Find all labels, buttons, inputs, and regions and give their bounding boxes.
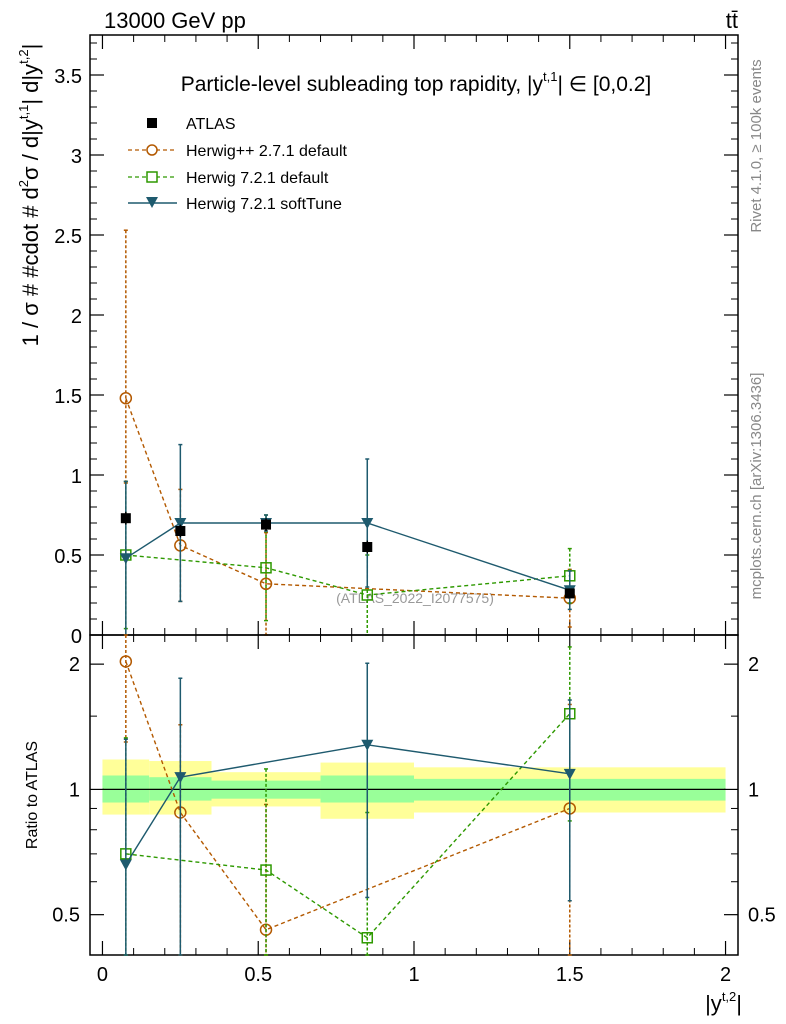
main-title-prefix: Particle-level subleading top rapidity, … [181,73,544,96]
main-point-herwig-2-7-1-default [259,577,273,591]
ylabel-sup-1: 2 [16,180,31,187]
main-y-tick-label: 0.5 [54,546,82,568]
ratio-x-tick-label: 1 [408,964,419,986]
ylabel-sup-3: t,2 [16,49,31,63]
ratio-x-tick-label: 1.5 [556,964,584,986]
ratio-point-herwig-7-2-1-softtune [361,739,374,751]
main-point-herwig-7-2-1-default [260,562,272,574]
rivet-version-label: Rivet 4.1.0, ≥ 100k events [748,59,765,232]
legend-marker-softtune [146,197,158,208]
ratio-panel: 0.5 0.5 1 1 2 2 0 0.5 1 1.5 2 Ratio to ATLAS |yt,2… [24,634,776,1016]
main-point-atlas [120,513,131,524]
legend-marker-atlas [147,118,157,128]
main-panel: 0 0.5 1 1.5 2 2.5 3 3.5 (ATLAS_2022_I2077575) P… [16,34,739,648]
main-y-tick-label: 2.5 [54,226,82,248]
ylabel-part-a: 1 / σ # #cdot # d [18,187,43,346]
ratio-point-herwig-7-2-1-default [361,932,374,944]
ratio-y-tick-label: 2 [69,654,80,676]
main-y-tick-label: 2 [71,306,82,328]
process-label: tt̄ [726,8,738,33]
main-series-layer [119,229,577,636]
ratio-point-herwig-7-2-1-softtune [563,768,576,780]
main-y-tick-label: 1 [71,466,82,488]
legend-label-herwig721: Herwig 7.2.1 default [186,170,329,187]
main-point-herwig-7-2-1-softtune [361,518,374,529]
legend-label-herwigpp: Herwig++ 2.7.1 default [186,143,348,160]
ratio-y-tick-label: 0.5 [52,905,80,927]
main-y-tick-label: 3.5 [54,66,82,88]
legend: ATLAS Herwig++ 2.7.1 default Herwig 7.2.… [128,116,348,213]
ratio-axis-ticks: 0.5 0.5 1 1 2 2 0 0.5 1 1.5 2 [52,635,776,986]
main-point-herwig-7-2-1-softtune [119,553,132,565]
ratio-y-tick-label: 1 [69,779,80,801]
ratio-y-axis-label: Ratio to ATLAS [24,741,41,849]
xlabel-base: |y [705,991,722,1016]
main-point-atlas [175,526,186,536]
ratio-x-tick-label: 2 [720,964,731,986]
ratio-line-herwig-7-2-1-softtune [125,744,570,865]
ratio-x-tick-label: 0 [97,964,108,986]
ylabel-part-d: | [18,44,43,50]
xlabel-sup: t,2 [722,989,736,1004]
main-y-tick-label: 1.5 [54,386,82,408]
energy-label: 13000 GeV pp [104,8,246,33]
main-y-tick-label: 0 [71,626,82,648]
main-title-suffix: | ∈ [0,0.2] [557,73,651,96]
ratio-point-herwig-7-2-1-softtune [119,859,132,871]
ylabel-sup-2: t,1 [16,105,31,119]
main-title-sup: t,1 [543,69,557,84]
ratio-point-herwig-2-7-1-default [119,655,133,668]
main-watermark: (ATLAS_2022_I2077575) [336,590,494,606]
main-axis-ticks: 0 0.5 1 1.5 2 2.5 3 3.5 [54,35,738,648]
main-line-herwig-2-7-1-default [125,397,570,599]
main-point-atlas [362,542,373,552]
ratio-x-tick-label: 0.5 [244,964,272,986]
legend-marker-herwigpp [146,144,158,156]
ratio-line-herwig-7-2-1-default [125,713,571,939]
ratio-y-tick-label-right: 0.5 [748,905,776,927]
ratio-uncertainty-bands [102,759,726,819]
ratio-y-tick-label-right: 2 [748,654,759,676]
ylabel-part-b: σ / d|y [18,119,43,180]
main-y-tick-label: 3 [71,146,82,168]
legend-marker-herwig721 [146,171,158,183]
main-line-herwig-7-2-1-softtune [125,522,570,591]
legend-label-softtune: Herwig 7.2.1 softTune [186,196,342,213]
ratio-y-tick-label-right: 1 [748,779,759,801]
ratio-x-axis-label: |yt,2| [705,989,742,1016]
main-point-atlas [564,588,575,599]
ratio-series-layer [119,634,577,956]
ratio-point-herwig-7-2-1-default [260,864,272,876]
ratio-point-herwig-7-2-1-softtune [174,772,187,784]
main-line-herwig-7-2-1-default [125,554,570,596]
main-y-axis-label: 1 / σ # #cdot # d2σ / d|yt,1| d|yt,2| [16,44,43,347]
ratio-line-herwig-2-7-1-default [125,661,571,931]
main-point-herwig-7-2-1-softtune [174,518,187,529]
main-title: Particle-level subleading top rapidity, … [181,69,652,96]
main-point-herwig-2-7-1-default [119,391,133,405]
legend-label-atlas: ATLAS [186,116,236,133]
main-point-herwig-7-2-1-default [361,589,374,601]
ylabel-part-c: | d|y [18,64,43,105]
mcplots-label: mcplots.cern.ch [arXiv:1306.3436] [748,373,765,600]
main-point-atlas [261,519,272,530]
xlabel-close: | [736,991,742,1016]
